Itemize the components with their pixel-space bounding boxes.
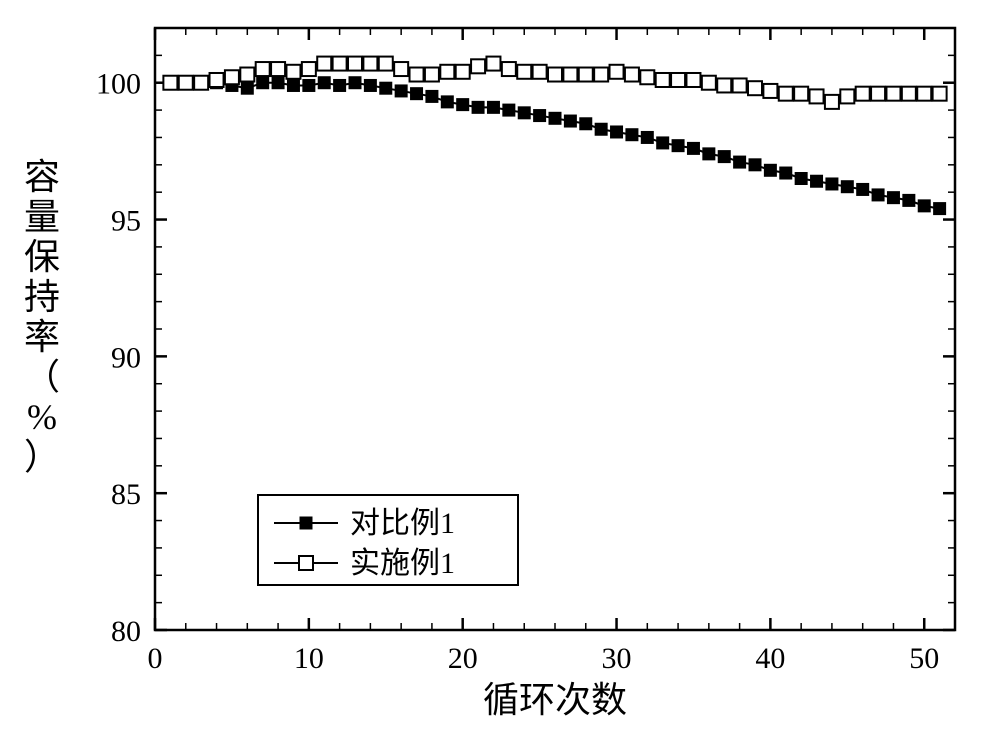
y-axis-label-char: % (27, 397, 57, 437)
y-tick-label: 90 (111, 341, 141, 374)
y-axis-label-char: ） (24, 437, 60, 477)
legend-label: 对比例1 (350, 507, 455, 540)
legend-label: 实施例1 (350, 547, 455, 580)
x-tick-label: 30 (602, 642, 632, 675)
x-tick-label: 20 (448, 642, 478, 675)
x-tick-label: 40 (755, 642, 785, 675)
y-tick-label: 100 (96, 68, 141, 101)
chart-container: 0 10 20 30 40 50 80 85 90 95 100 循环次数 容量保持率（%） 对比例1 实施… (0, 0, 987, 735)
y-axis-label-char: 容 (24, 157, 60, 197)
y-tick-label: 80 (111, 615, 141, 648)
y-axis-label-char: 率 (24, 317, 60, 357)
y-axis-label-char: 持 (24, 277, 60, 317)
y-axis-label-char: 保 (24, 237, 60, 277)
y-axis-label-char: 量 (24, 197, 60, 237)
x-tick-label: 10 (294, 642, 324, 675)
chart-svg: 0 10 20 30 40 50 80 85 90 95 100 循环次数 容量保持率（%） 对比例1 实施… (0, 0, 987, 735)
x-tick-label: 50 (909, 642, 939, 675)
x-tick-label: 0 (148, 642, 163, 675)
y-tick-label: 95 (111, 205, 141, 238)
y-axis-label-char: （ (24, 357, 60, 397)
y-tick-label: 85 (111, 478, 141, 511)
x-axis-label: 循环次数 (483, 680, 627, 720)
